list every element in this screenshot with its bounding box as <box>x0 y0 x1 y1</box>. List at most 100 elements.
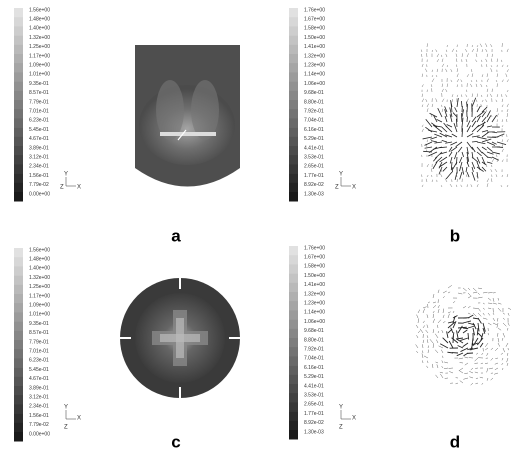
vector <box>431 169 432 172</box>
vector <box>472 141 477 142</box>
vector <box>432 104 433 107</box>
vector <box>472 172 475 181</box>
vector <box>488 333 489 335</box>
vector <box>422 351 423 353</box>
vector <box>495 358 498 359</box>
vector <box>467 133 473 137</box>
vector <box>481 60 482 62</box>
vector <box>448 312 451 313</box>
vector <box>502 139 503 142</box>
vector <box>427 339 428 343</box>
colorbar-label: 4.41e-01 <box>304 383 324 389</box>
colorbar-swatch <box>14 414 23 424</box>
vector <box>437 325 438 328</box>
vector <box>433 343 434 348</box>
vector <box>441 185 442 187</box>
vector <box>425 127 432 132</box>
colorbar-swatch <box>14 45 23 55</box>
vector <box>501 353 503 355</box>
vector <box>496 80 497 82</box>
vector <box>476 84 477 87</box>
vector <box>487 54 488 57</box>
vector <box>440 374 443 378</box>
vector <box>507 139 508 142</box>
triad-label: Z <box>335 185 339 191</box>
vector <box>486 49 487 52</box>
vector <box>478 288 482 289</box>
colorbar-swatch <box>14 303 23 313</box>
vector <box>507 353 508 356</box>
vector <box>487 110 491 117</box>
vector <box>457 85 458 87</box>
panel-label: c <box>171 432 180 450</box>
vector <box>459 358 463 359</box>
colorbar-swatch <box>289 155 298 165</box>
vector <box>502 125 503 127</box>
vector <box>456 174 457 177</box>
vector <box>436 98 437 102</box>
vector <box>502 338 503 341</box>
vector <box>502 119 503 122</box>
colorbar-swatch <box>14 36 23 46</box>
vector <box>475 383 478 384</box>
colorbar-label: 1.01e+00 <box>29 312 50 318</box>
vector <box>473 313 476 316</box>
vector <box>503 323 506 326</box>
vector <box>425 69 427 72</box>
vector <box>427 108 428 112</box>
vector <box>422 185 423 187</box>
vector <box>426 179 427 182</box>
colorbar-swatch <box>14 276 23 286</box>
vector <box>444 362 448 363</box>
colorbar-label: 1.09e+00 <box>29 303 50 309</box>
colorbar-swatch <box>14 404 23 414</box>
vector <box>427 43 428 47</box>
vector <box>466 175 467 177</box>
vector <box>491 169 492 172</box>
vector <box>473 288 477 291</box>
vector <box>487 126 492 127</box>
vector <box>448 285 452 288</box>
vector <box>428 350 429 353</box>
triad-label: Y <box>64 172 68 178</box>
vector <box>460 381 463 383</box>
vector <box>463 330 467 333</box>
vector <box>423 309 425 313</box>
colorbar-swatch <box>289 63 298 72</box>
vector <box>442 330 443 333</box>
vector <box>502 105 503 107</box>
vector <box>501 60 502 62</box>
vector <box>482 107 487 112</box>
vector <box>507 79 509 82</box>
colorbar-label: 3.89e-01 <box>29 145 49 151</box>
colorbar-label: 9.35e-01 <box>29 321 49 327</box>
vector <box>461 113 462 122</box>
colorbar-swatch <box>289 338 298 348</box>
vector <box>507 104 508 107</box>
colorbar-swatch <box>14 432 23 442</box>
vector <box>425 142 432 145</box>
vector <box>442 84 443 87</box>
colorbar-label: 1.32e+00 <box>304 53 325 59</box>
vector <box>467 53 469 57</box>
vector <box>423 307 427 308</box>
vector <box>491 178 492 182</box>
colorbar-label: 7.79e-01 <box>29 99 49 105</box>
colorbar-swatch <box>289 320 298 330</box>
vector <box>483 292 488 293</box>
vector <box>482 139 491 142</box>
vector <box>446 89 447 92</box>
colorbar-label: 1.67e+00 <box>304 255 325 261</box>
vector <box>502 99 503 102</box>
colorbar-label: 4.41e-01 <box>304 145 324 151</box>
vector <box>462 152 464 157</box>
vector <box>497 134 504 137</box>
vector <box>491 115 492 117</box>
colorbar-swatch <box>14 257 23 267</box>
colorbar-swatch <box>289 412 298 422</box>
vector <box>507 358 508 362</box>
colorbar-swatch <box>14 368 23 378</box>
vector <box>436 375 438 378</box>
colorbar-swatch <box>289 137 298 147</box>
vector <box>482 132 489 137</box>
